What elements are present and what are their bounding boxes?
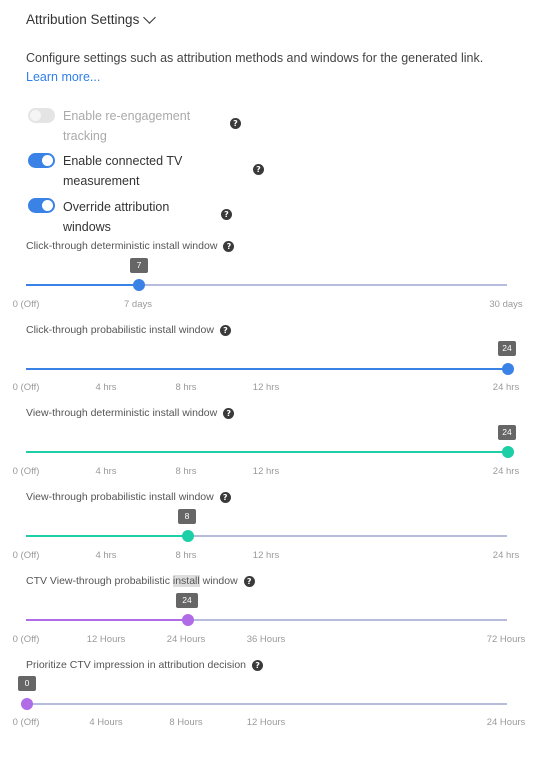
slider-fill — [26, 619, 187, 621]
tick-label: 12 hrs — [252, 550, 280, 561]
tick-label: 0 (Off) — [12, 717, 40, 728]
reengagement-label: Enable re-engagement tracking — [63, 109, 191, 143]
tick-label: 12 hrs — [252, 466, 280, 477]
slider-fill — [26, 451, 507, 453]
slider-track[interactable] — [26, 535, 507, 537]
tick-label: 24 Hours — [486, 717, 526, 728]
tick-label: 0 (Off) — [12, 382, 40, 393]
help-icon[interactable]: ? — [219, 324, 231, 336]
tick-label: 0 (Off) — [12, 299, 40, 310]
tick-label: 0 (Off) — [12, 466, 40, 477]
slider-track[interactable] — [26, 619, 507, 621]
toggle-knob — [42, 200, 53, 211]
reengagement-toggle — [28, 108, 55, 123]
value-bubble: 7 — [130, 258, 148, 273]
slider-thumb[interactable] — [502, 446, 514, 458]
tick-label: 24 hrs — [492, 382, 520, 393]
value-bubble: 24 — [498, 425, 516, 440]
slider-thumb[interactable] — [133, 279, 145, 291]
slider-thumb[interactable] — [502, 363, 514, 375]
tick-label: 4 hrs — [95, 382, 117, 393]
tick-label: 8 hrs — [175, 466, 197, 477]
tick-label: 36 Hours — [246, 634, 286, 645]
slider-thumb[interactable] — [182, 614, 194, 626]
help-icon[interactable]: ? — [221, 209, 232, 220]
value-bubble: 24 — [498, 341, 516, 356]
tick-label: 0 (Off) — [12, 634, 40, 645]
tick-label: 12 hrs — [252, 382, 280, 393]
tick-label: 24 hrs — [492, 550, 520, 561]
chevron-down-icon[interactable] — [143, 11, 157, 24]
ctv-vt-probabilistic-label: CTV View-through probabilistic install w… — [26, 575, 255, 587]
tick-label: 4 hrs — [95, 550, 117, 561]
tick-label: 8 hrs — [175, 382, 197, 393]
tick-label: 4 hrs — [95, 466, 117, 477]
section-title: Attribution Settings — [26, 12, 140, 27]
value-bubble: 8 — [178, 509, 196, 524]
tick-label: 4 Hours — [89, 717, 123, 728]
override-windows-toggle[interactable] — [28, 198, 55, 213]
attribution-settings-header[interactable]: Attribution Settings — [26, 11, 157, 27]
help-icon[interactable]: ? — [223, 240, 235, 252]
learn-more-link[interactable]: Learn more... — [26, 70, 101, 84]
tick-label: 30 days — [489, 299, 523, 310]
value-bubble: 24 — [176, 593, 198, 608]
slider-track[interactable] — [26, 703, 507, 705]
help-icon[interactable]: ? — [253, 164, 264, 175]
tick-label: 12 Hours — [86, 634, 126, 645]
slider-track[interactable] — [26, 284, 507, 286]
tick-label: 0 (Off) — [12, 550, 40, 561]
tick-label: 12 Hours — [246, 717, 286, 728]
connected-tv-label: Enable connected TV measurement — [63, 154, 183, 188]
tick-label: 7 days — [124, 299, 152, 310]
tick-label: 72 Hours — [486, 634, 526, 645]
toggle-knob — [42, 155, 53, 166]
help-icon[interactable]: ? — [223, 407, 235, 419]
ct-deterministic-label: Click-through deterministic install wind… — [26, 240, 235, 252]
slider-fill — [26, 284, 139, 286]
tick-label: 24 Hours — [166, 634, 206, 645]
help-icon[interactable]: ? — [219, 491, 231, 503]
tick-label: 24 hrs — [492, 466, 520, 477]
slider-thumb[interactable] — [21, 698, 33, 710]
vt-probabilistic-label: View-through probabilistic install windo… — [26, 491, 231, 503]
connected-tv-toggle[interactable] — [28, 153, 55, 168]
help-icon[interactable]: ? — [252, 659, 264, 671]
override-windows-label: Override attribution windows — [63, 200, 170, 234]
value-bubble: 0 — [18, 676, 36, 691]
help-icon[interactable]: ? — [243, 575, 255, 587]
tick-label: 8 hrs — [175, 550, 197, 561]
slider-fill — [26, 368, 507, 370]
prioritize-ctv-label: Prioritize CTV impression in attribution… — [26, 659, 264, 671]
tick-label: 8 Hours — [169, 717, 203, 728]
toggle-knob — [30, 110, 41, 121]
slider-fill — [26, 535, 187, 537]
description-text: Configure settings such as attribution m… — [26, 51, 484, 65]
ct-probabilistic-label: Click-through probabilistic install wind… — [26, 324, 231, 336]
help-icon[interactable]: ? — [230, 118, 241, 129]
slider-thumb[interactable] — [182, 530, 194, 542]
vt-deterministic-label: View-through deterministic install windo… — [26, 407, 235, 419]
description: Configure settings such as attribution m… — [26, 49, 506, 87]
